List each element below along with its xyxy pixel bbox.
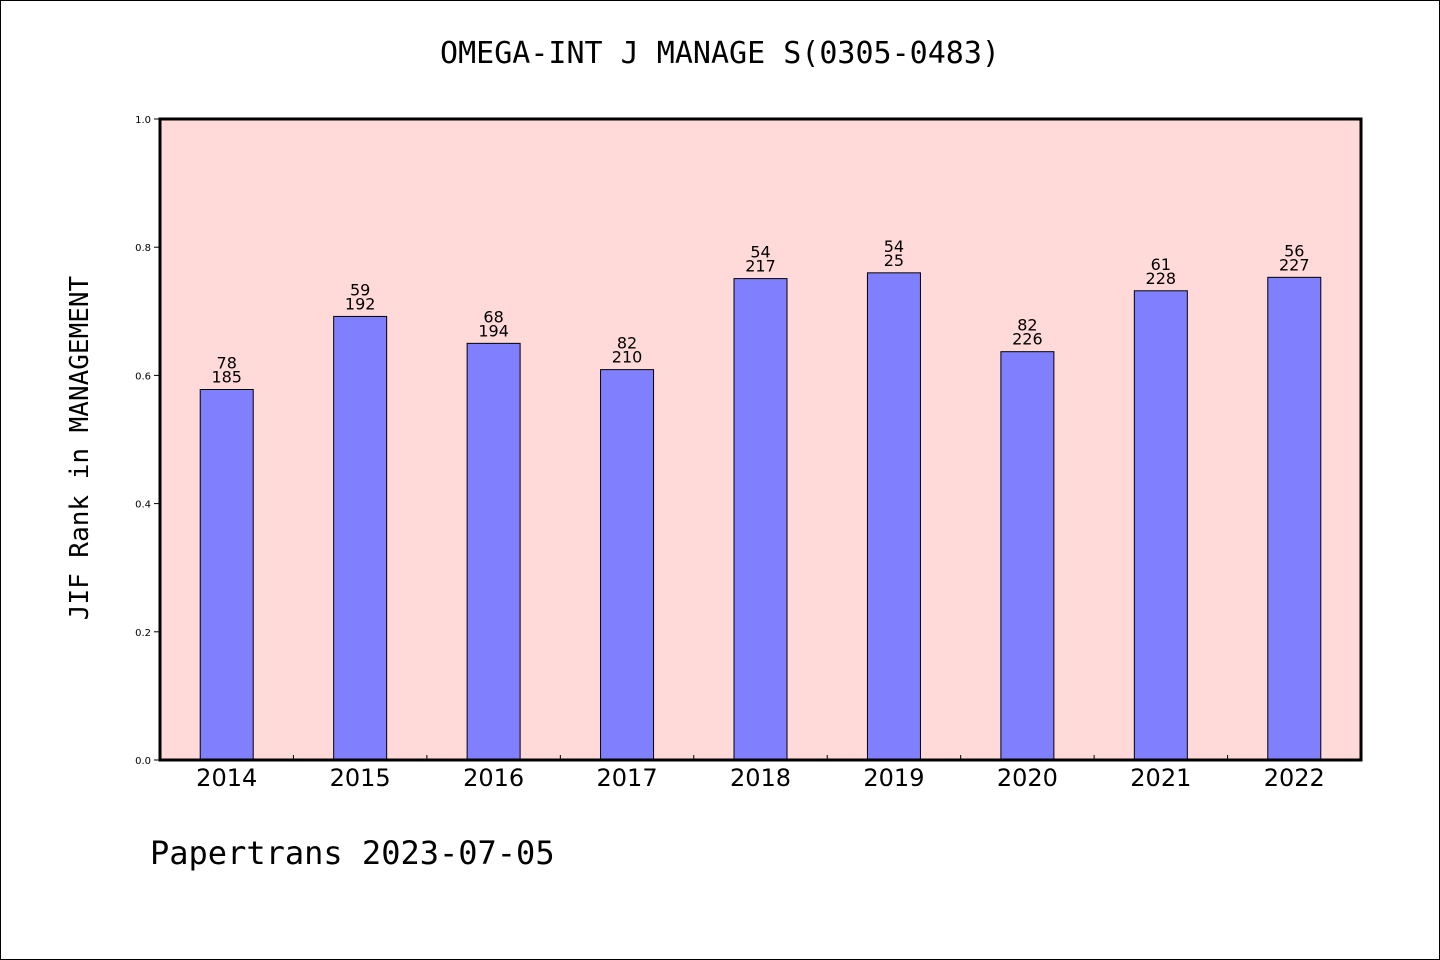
bar-2019 xyxy=(866,272,921,761)
x-tick-label: 2017 xyxy=(597,764,658,792)
x-tick-label: 2016 xyxy=(463,764,524,792)
x-tick-label: 2021 xyxy=(1130,764,1191,792)
bar-total-label: 192 xyxy=(345,294,376,313)
x-tick-label: 2019 xyxy=(863,764,924,792)
y-tick-label: 0.8 xyxy=(135,243,151,254)
bar-rank-label: 78 xyxy=(217,354,237,373)
bar-rank-label: 82 xyxy=(1017,316,1037,335)
bar-2021 xyxy=(1133,290,1188,761)
x-tick-label: 2015 xyxy=(330,764,391,792)
bar-total-label: 25 xyxy=(884,251,904,270)
bar-2014 xyxy=(199,389,254,761)
chart-title: OMEGA-INT J MANAGE S(0305-0483) xyxy=(440,36,1000,71)
bar-total-label: 226 xyxy=(1012,330,1043,349)
bar-rank-label: 54 xyxy=(884,237,904,256)
bar-total-label: 194 xyxy=(478,321,509,340)
bar-labels-layer: 7818559192681948221054217542582226612285… xyxy=(211,237,1309,387)
x-tick-label: 2014 xyxy=(196,764,257,792)
bar-2017 xyxy=(600,369,655,761)
plot-border xyxy=(158,117,1363,762)
bar-rank-label: 68 xyxy=(483,307,503,326)
bar-total-label: 227 xyxy=(1279,255,1310,274)
bar-rank-label: 56 xyxy=(1284,241,1304,260)
bars-layer xyxy=(199,272,1322,761)
bar-2015 xyxy=(333,315,388,761)
bar-2018 xyxy=(733,278,788,761)
bar-rank-label: 82 xyxy=(617,334,637,353)
bar-rank-label: 61 xyxy=(1151,255,1171,274)
bar-2016 xyxy=(466,342,521,761)
y-tick-label: 0.2 xyxy=(135,628,151,639)
y-tick-label: 0.4 xyxy=(135,500,151,511)
y-tick-label: 1.0 xyxy=(135,115,151,126)
y-tick-label: 0.0 xyxy=(135,756,151,767)
bar-total-label: 185 xyxy=(211,368,242,387)
bar-total-label: 217 xyxy=(745,257,776,276)
bar-2020 xyxy=(1000,351,1055,761)
footer-text: Papertrans 2023-07-05 xyxy=(150,834,555,872)
bar-2022 xyxy=(1267,276,1322,761)
y-tick-label: 0.6 xyxy=(135,371,151,382)
bar-total-label: 210 xyxy=(612,348,643,367)
x-tick-label: 2022 xyxy=(1264,764,1325,792)
x-tick-label: 2020 xyxy=(997,764,1058,792)
x-tick-label: 2018 xyxy=(730,764,791,792)
bar-rank-label: 59 xyxy=(350,280,370,299)
bar-rank-label: 54 xyxy=(750,243,770,262)
y-axis: 0.0 0.2 0.4 0.6 0.8 1.0 xyxy=(135,115,160,767)
x-axis: 2014 2015 2016 2017 2018 2019 2020 2021 2022 xyxy=(196,755,1325,792)
bar-total-label: 228 xyxy=(1146,269,1177,288)
